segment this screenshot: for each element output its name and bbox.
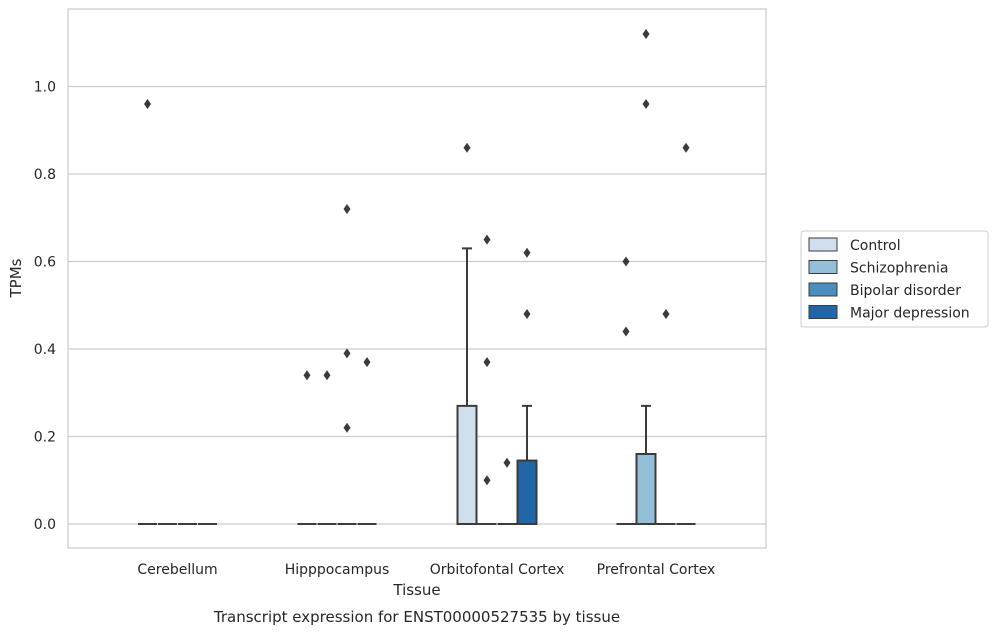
outlier-point — [523, 247, 531, 258]
x-tick-label: Orbitofontal Cortex — [430, 562, 565, 578]
legend-label: Major depression — [850, 306, 970, 322]
outlier-point — [682, 142, 690, 153]
outlier-point — [303, 370, 311, 381]
x-tick-label: Prefrontal Cortex — [597, 562, 716, 578]
x-tick-label: Hipppocampus — [285, 562, 390, 578]
chart-caption: Transcript expression for ENST0000052753… — [213, 608, 620, 626]
outlier-point — [343, 204, 351, 214]
legend-swatch — [808, 282, 838, 297]
box-body — [635, 453, 657, 525]
y-tick-label: 0.2 — [34, 430, 56, 446]
legend: Control Schizophrenia Bipolar disorder Majo… — [800, 230, 989, 328]
outlier-point — [463, 142, 471, 153]
outlier-point — [343, 422, 351, 433]
legend-swatch — [808, 237, 838, 252]
box-body — [456, 404, 478, 525]
legend-swatch — [808, 260, 838, 274]
outlier-point — [523, 309, 531, 319]
legend-label: Control — [850, 238, 901, 254]
outlier-point — [483, 234, 491, 245]
outlier-point — [642, 99, 650, 109]
y-axis-ticks: 0.0 0.2 0.4 0.6 0.8 1.0 — [34, 80, 56, 534]
x-tick-label: Cerebellum — [137, 562, 217, 578]
outlier-point — [483, 475, 491, 486]
outlier-point — [622, 326, 630, 337]
legend-label: Schizophrenia — [850, 261, 948, 277]
x-axis-title: Tissue — [392, 581, 440, 599]
y-tick-label: 1.0 — [34, 80, 56, 96]
y-tick-label: 0.4 — [34, 342, 56, 358]
outlier-point — [503, 457, 511, 468]
outlier-point — [323, 370, 331, 381]
outlier-point — [483, 357, 491, 368]
plot-frame — [67, 8, 767, 549]
outlier-point — [144, 99, 151, 109]
y-tick-label: 0.6 — [34, 255, 56, 271]
gridlines — [68, 85, 766, 525]
legend-frame — [800, 230, 989, 328]
legend-label: Bipolar disorder — [850, 283, 961, 299]
outlier-point — [343, 348, 351, 359]
y-axis-title: TPMs — [7, 258, 25, 298]
outlier-point — [642, 29, 650, 39]
box-plot-series — [138, 29, 696, 525]
legend-swatch — [808, 305, 838, 319]
y-tick-label: 0.0 — [34, 517, 56, 533]
x-axis-ticks: Cerebellum Hipppocampus Orbitofontal Corte… — [137, 562, 715, 578]
outlier-point — [662, 309, 670, 319]
outlier-point — [622, 256, 630, 267]
outlier-point — [363, 357, 371, 368]
box-body — [516, 459, 538, 525]
y-tick-label: 0.8 — [34, 167, 56, 183]
